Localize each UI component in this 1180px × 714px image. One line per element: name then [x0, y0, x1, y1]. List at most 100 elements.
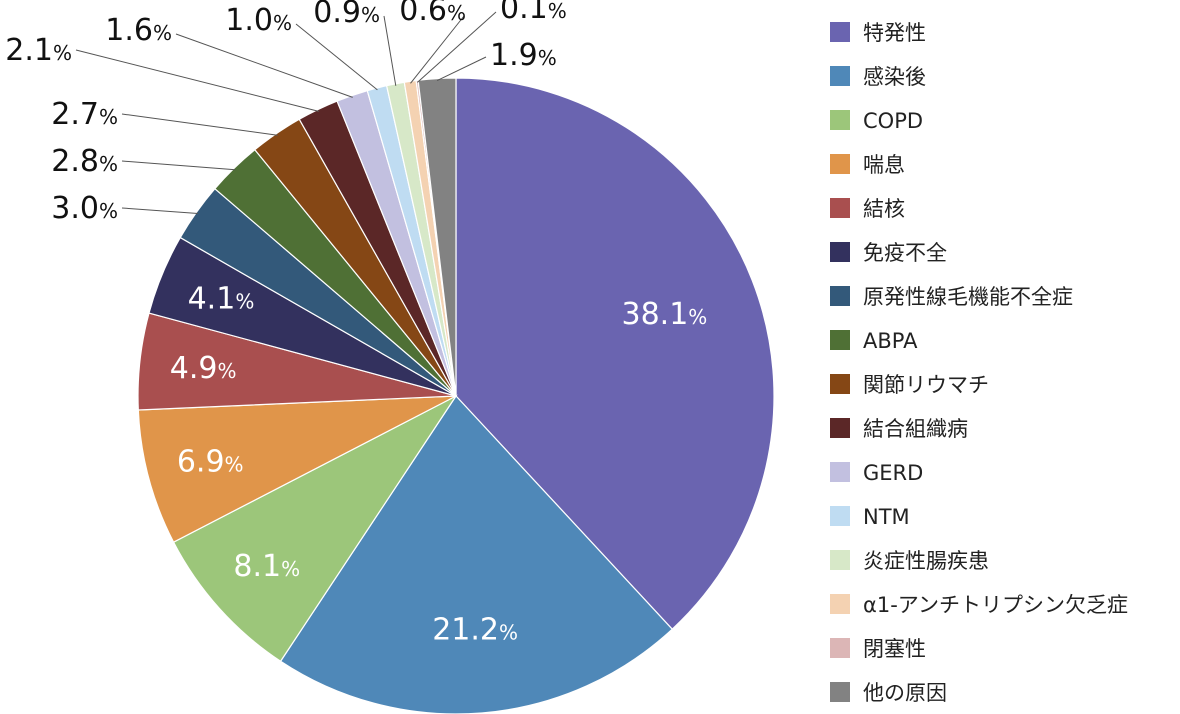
pie-slice: [172, 394, 458, 663]
slice-label: 21.2%: [432, 612, 518, 647]
legend-swatch: [830, 66, 850, 86]
legend-swatch: [830, 286, 850, 306]
slice-value: 0.6: [399, 0, 447, 28]
slice-labels: 38.1%21.2%8.1%6.9%4.9%4.1%3.0%2.8%2.7%2.…: [5, 0, 707, 647]
slice-label: 2.8%: [51, 144, 118, 179]
slice-unit: %: [688, 305, 707, 329]
pie-slice: [137, 395, 457, 543]
slice-label: 4.9%: [170, 351, 237, 386]
pie-slice: [417, 77, 457, 397]
slice-value: 8.1: [233, 549, 281, 584]
legend-swatch: [830, 198, 850, 218]
slice-value: 6.9: [177, 445, 225, 480]
slice-value: 4.1: [188, 282, 236, 317]
legend-swatch: [830, 110, 850, 130]
legend-label: COPD: [863, 109, 923, 133]
slice-value: 1.6: [105, 13, 153, 48]
leader-line: [75, 49, 319, 112]
leader-line: [383, 15, 397, 86]
slice-label: 4.1%: [188, 282, 255, 317]
slice-label: 6.9%: [177, 445, 244, 480]
slice-value: 3.0: [51, 191, 99, 226]
leader-line: [121, 207, 199, 214]
slice-value: 2.7: [51, 97, 99, 132]
legend-label: 感染後: [863, 65, 926, 89]
legend-label: 原発性線毛機能不全症: [863, 285, 1073, 309]
slice-unit: %: [99, 152, 118, 176]
slice-label: 1.6%: [105, 13, 172, 48]
legend-label: 結合組織病: [863, 417, 968, 441]
slice-value: 0.9: [313, 0, 361, 30]
slice-value: 1.0: [225, 3, 273, 38]
slice-label: 8.1%: [233, 549, 300, 584]
slice-unit: %: [538, 46, 557, 70]
legend-label: NTM: [863, 505, 910, 529]
slice-unit: %: [217, 359, 236, 383]
slice-unit: %: [99, 105, 118, 129]
legend-label: 特発性: [863, 21, 926, 45]
slice-label: 3.0%: [51, 191, 118, 226]
leader-line: [175, 33, 353, 98]
slice-unit: %: [548, 0, 567, 23]
leader-line: [410, 15, 465, 84]
pie-slice: [279, 395, 674, 714]
slice-label: 2.7%: [51, 97, 118, 132]
slice-value: 2.1: [5, 33, 53, 68]
slice-unit: %: [153, 21, 172, 45]
slice-label: 38.1%: [622, 297, 708, 332]
legend-swatch: [830, 506, 850, 526]
slice-unit: %: [499, 620, 518, 644]
legend-swatch: [830, 418, 850, 438]
pie-slices: [137, 77, 775, 714]
legend-swatch: [830, 638, 850, 658]
legend-label: 閉塞性: [863, 637, 926, 661]
legend-swatch: [830, 154, 850, 174]
legend-swatch: [830, 462, 850, 482]
legend-label: 結核: [863, 197, 905, 221]
leader-line: [436, 56, 487, 82]
pie-slice: [455, 77, 775, 631]
slice-unit: %: [225, 453, 244, 477]
legend-label: ABPA: [863, 329, 918, 353]
leader-line: [295, 23, 378, 91]
legend-swatch: [830, 550, 850, 570]
slice-value: 0.1: [500, 0, 548, 26]
slice-unit: %: [53, 41, 72, 65]
legend-swatch: [830, 330, 850, 350]
slice-label: 0.9%: [313, 0, 380, 30]
slice-value: 21.2: [432, 612, 499, 647]
slice-unit: %: [361, 3, 380, 27]
legend-label: 免疫不全: [863, 241, 947, 265]
leader-line: [417, 11, 497, 83]
slice-unit: %: [281, 557, 300, 581]
legend-label: 他の原因: [863, 681, 947, 705]
slice-label: 1.9%: [490, 38, 557, 73]
leader-line: [121, 160, 236, 171]
slice-value: 2.8: [51, 144, 99, 179]
leader-lines: [75, 11, 497, 214]
slice-label: 0.1%: [500, 0, 567, 26]
legend-label: 喘息: [863, 153, 905, 177]
leader-line: [121, 113, 278, 136]
legend-label: 関節リウマチ: [863, 373, 989, 397]
legend-label: α1-アンチトリプシン欠乏症: [863, 593, 1128, 617]
legend-swatch: [830, 374, 850, 394]
slice-label: 2.1%: [5, 33, 72, 68]
legend-swatch: [830, 682, 850, 702]
slice-value: 38.1: [622, 297, 689, 332]
slice-value: 4.9: [170, 351, 218, 386]
slice-label: 1.0%: [225, 3, 292, 38]
legend-swatch: [830, 242, 850, 262]
slice-unit: %: [273, 11, 292, 35]
legend-swatch: [830, 594, 850, 614]
slice-unit: %: [99, 199, 118, 223]
slice-label: 0.6%: [399, 0, 466, 28]
legend-label: 炎症性腸疾患: [863, 549, 989, 573]
slice-value: 1.9: [490, 38, 538, 73]
legend-label: GERD: [863, 461, 923, 485]
legend-swatch: [830, 22, 850, 42]
slice-unit: %: [235, 290, 254, 314]
slice-unit: %: [447, 1, 466, 25]
